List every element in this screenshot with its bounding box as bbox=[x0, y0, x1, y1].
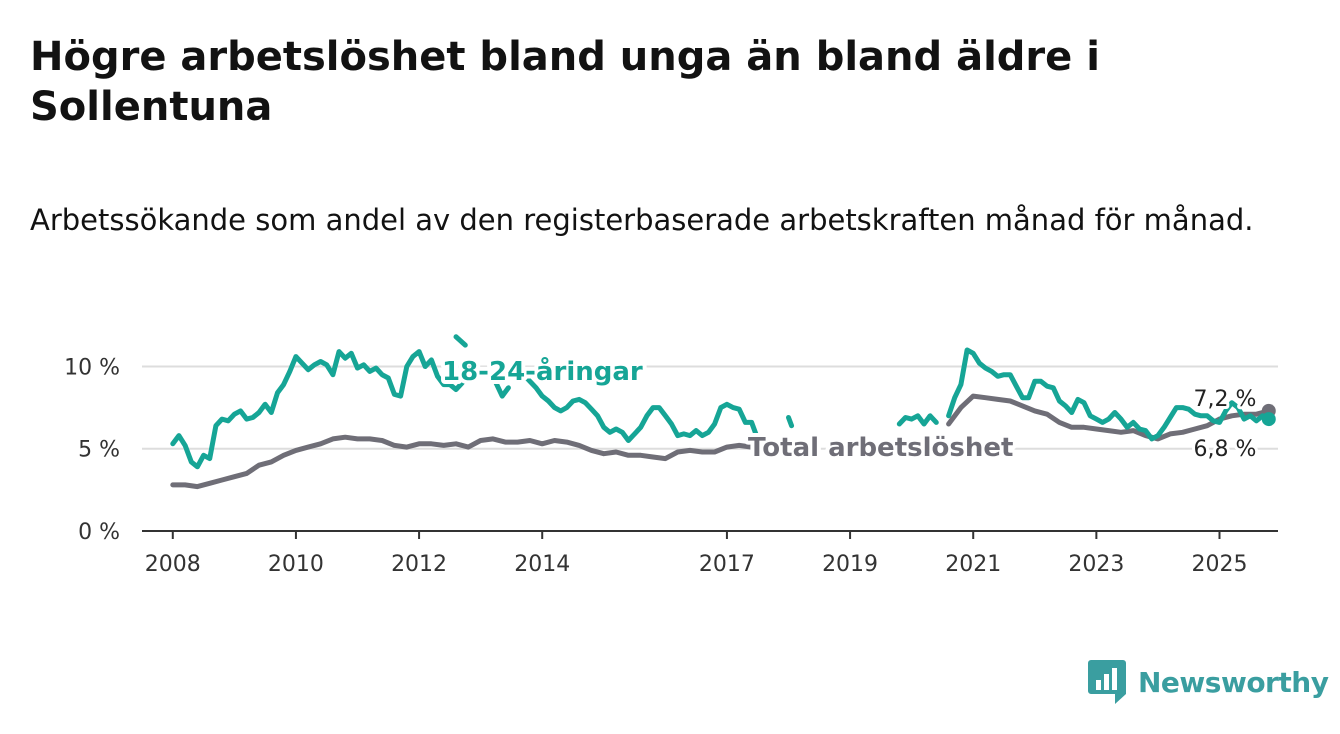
newsworthy-logo-icon bbox=[1088, 660, 1126, 704]
series-label-total: Total arbetslöshet bbox=[748, 433, 1013, 463]
x-tick-label: 2019 bbox=[822, 552, 878, 577]
x-tick-label: 2008 bbox=[145, 552, 201, 577]
series-line-youth bbox=[946, 347, 1272, 442]
x-tick-label: 2010 bbox=[268, 552, 324, 577]
series-labels: 18-24-åringar Total arbetslöshet 7,2 % 6… bbox=[438, 351, 1259, 467]
series-label-youth: 18-24-åringar bbox=[442, 355, 643, 387]
series-line-youth bbox=[493, 380, 511, 399]
brand-name: Newsworthy bbox=[1138, 665, 1329, 699]
series-lines bbox=[170, 334, 1276, 490]
series-line-total bbox=[170, 434, 767, 490]
series-line-youth bbox=[786, 415, 795, 429]
chart-title: Högre arbetslöshet bland unga än bland ä… bbox=[30, 34, 1100, 130]
series-line-youth bbox=[453, 334, 468, 348]
grid-lines bbox=[142, 365, 1278, 450]
series-end-point-youth bbox=[1261, 412, 1276, 427]
series-line-youth bbox=[521, 372, 761, 443]
y-tick-label: 10 % bbox=[64, 355, 120, 380]
series-line-youth bbox=[170, 349, 465, 470]
x-tick-label: 2023 bbox=[1068, 552, 1124, 577]
end-label-total: 7,2 % bbox=[1194, 387, 1257, 412]
x-tick-label: 2021 bbox=[945, 552, 1001, 577]
newsworthy-logo: Newsworthy bbox=[1088, 660, 1329, 704]
x-tick-label: 2017 bbox=[699, 552, 755, 577]
axes: 0 % 5 % 10 % 2008 2010 2012 2014 2017 2019 2021 20… bbox=[64, 355, 1278, 577]
x-tick-label: 2012 bbox=[391, 552, 447, 577]
y-tick-label: 0 % bbox=[78, 520, 120, 545]
y-tick-label: 5 % bbox=[78, 438, 120, 463]
x-tick-label: 2014 bbox=[514, 552, 570, 577]
x-tick-label: 2025 bbox=[1192, 552, 1248, 577]
end-label-youth: 6,8 % bbox=[1194, 437, 1257, 462]
series-line-youth bbox=[896, 413, 939, 427]
chart-subtitle: Arbetssökande som andel av den registerb… bbox=[30, 203, 1254, 237]
